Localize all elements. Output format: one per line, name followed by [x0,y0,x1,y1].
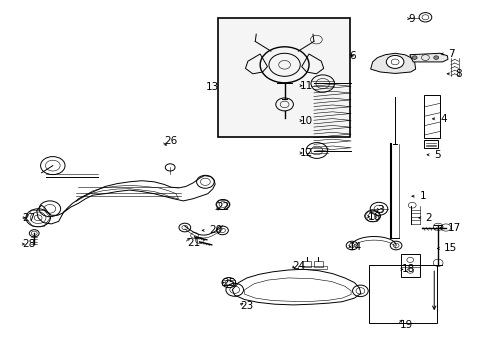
Polygon shape [370,53,415,73]
Text: 26: 26 [163,136,177,146]
Bar [302,261,310,267]
Text: 8: 8 [454,69,461,79]
Circle shape [433,56,438,59]
Text: 1: 1 [419,191,426,201]
Bar [298,266,326,269]
Text: 21: 21 [186,238,200,248]
Text: 12: 12 [300,148,313,158]
Text: 25: 25 [222,278,235,288]
Text: 7: 7 [447,49,454,59]
Text: 17: 17 [447,222,460,233]
Text: 6: 6 [349,51,356,61]
Text: 2: 2 [425,213,431,223]
Bar [217,18,349,137]
Text: 16: 16 [367,212,380,222]
Text: 4: 4 [439,114,446,124]
Text: 20: 20 [208,225,222,235]
Text: 28: 28 [22,239,36,249]
Text: 9: 9 [408,14,415,24]
Bar [368,265,436,323]
Bar [424,95,439,138]
Bar [424,140,437,148]
Text: 23: 23 [240,301,253,311]
Text: 22: 22 [216,202,229,212]
Text: 27: 27 [22,213,36,223]
Text: 10: 10 [300,116,313,126]
Text: 3: 3 [377,204,384,215]
Circle shape [411,56,416,59]
Text: 14: 14 [348,242,362,252]
Circle shape [386,55,403,68]
Bar [222,280,235,285]
Text: 19: 19 [399,320,412,330]
Polygon shape [409,53,447,62]
Bar [400,254,419,277]
Text: 24: 24 [292,261,305,271]
Text: 18: 18 [401,264,414,274]
Text: 15: 15 [443,243,456,253]
Text: 11: 11 [300,81,313,91]
Text: 13: 13 [205,82,218,92]
Bar [313,261,322,267]
Text: 5: 5 [433,150,440,160]
